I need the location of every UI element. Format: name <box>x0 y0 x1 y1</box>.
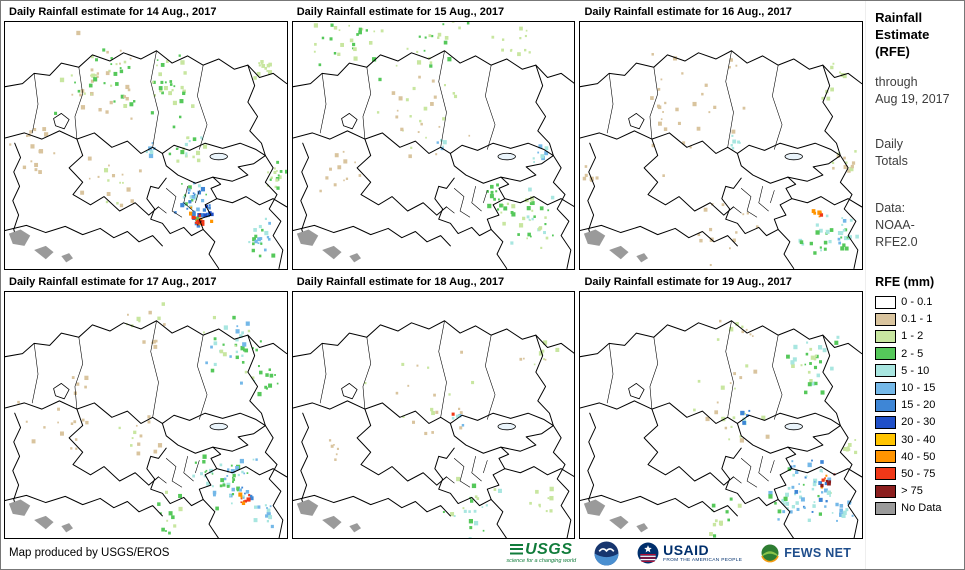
legend-item: 1 - 2 <box>875 329 960 343</box>
legend-label: > 75 <box>901 485 923 498</box>
fewsnet-logo: FEWS NET <box>760 543 851 563</box>
legend-label: 10 - 15 <box>901 382 936 395</box>
legend-item: 2 - 5 <box>875 347 960 361</box>
panel-title: Daily Rainfall estimate for 14 Aug., 201… <box>9 6 217 18</box>
panel-title: Daily Rainfall estimate for 17 Aug., 201… <box>9 275 217 288</box>
legend-swatch <box>875 501 897 515</box>
sidebar-heading: Rainfall Estimate (RFE) <box>875 10 930 60</box>
legend-swatch <box>875 312 897 326</box>
sidebar-period: Daily Totals <box>875 137 908 169</box>
usaid-tagline: FROM THE AMERICAN PEOPLE <box>663 558 743 563</box>
panel-title: Daily Rainfall estimate for 16 Aug., 201… <box>584 6 792 18</box>
legend-swatch <box>875 398 897 412</box>
rainfall-map-19-aug <box>580 319 863 538</box>
legend-swatch <box>875 329 897 343</box>
legend-item: 50 - 75 <box>875 467 960 481</box>
legend-label: 1 - 2 <box>901 330 924 343</box>
map-frame <box>579 21 864 270</box>
rainfall-map-18-aug <box>292 319 575 538</box>
legend-label: 5 - 10 <box>901 364 930 377</box>
panel-title: Daily Rainfall estimate for 19 Aug., 201… <box>584 275 792 288</box>
legend-item: 10 - 15 <box>875 381 960 395</box>
sidebar-through-date: through Aug 19, 2017 <box>875 75 950 107</box>
usaid-emblem-icon <box>637 542 659 564</box>
legend-swatch <box>875 433 897 447</box>
legend-label: 50 - 75 <box>901 467 936 480</box>
legend-label: 2 - 5 <box>901 347 924 360</box>
legend-item: 40 - 50 <box>875 450 960 464</box>
panel-17-aug: Daily Rainfall estimate for 17 Aug., 201… <box>4 274 288 539</box>
usgs-wordmark: USGS <box>525 540 573 558</box>
panel-title: Daily Rainfall estimate for 15 Aug., 201… <box>296 6 505 18</box>
rainfall-pixels <box>313 22 555 249</box>
panel-14-aug: Daily Rainfall estimate for 14 Aug., 201… <box>4 4 288 270</box>
legend-swatch <box>875 364 897 378</box>
noaa-logo <box>594 541 619 566</box>
legend-label: 30 - 40 <box>901 433 936 446</box>
map-credit: Map produced by USGS/EROS <box>9 547 170 559</box>
logo-strip: USGS science for a changing world <box>506 541 851 566</box>
legend-title: RFE (mm) <box>875 274 935 289</box>
rainfall-map-16-aug <box>580 50 863 269</box>
rainfall-map-15-aug <box>292 22 575 269</box>
sidebar: Rainfall Estimate (RFE) through Aug 19, … <box>865 1 964 569</box>
legend-label: 0 - 0.1 <box>901 296 933 309</box>
fewsnet-globe-icon <box>761 544 779 563</box>
noaa-emblem-icon <box>594 541 619 565</box>
legend-item: 5 - 10 <box>875 364 960 378</box>
legend-label: 0.1 - 1 <box>901 313 933 326</box>
legend-label: No Data <box>901 502 942 515</box>
legend-swatch <box>875 347 897 361</box>
panel-15-aug: Daily Rainfall estimate for 15 Aug., 201… <box>291 4 576 270</box>
legend-swatch <box>875 450 897 464</box>
legend-item: 0.1 - 1 <box>875 312 960 326</box>
panel-19-aug: Daily Rainfall estimate for 19 Aug., 201… <box>579 274 864 539</box>
legend-label: 20 - 30 <box>901 416 936 429</box>
legend-label: 40 - 50 <box>901 450 936 463</box>
rainfall-pixels <box>693 319 858 538</box>
legend-swatch <box>875 484 897 498</box>
legend-swatch <box>875 415 897 429</box>
legend-label: 15 - 20 <box>901 399 936 412</box>
legend-swatch <box>875 381 897 395</box>
legend-item: > 75 <box>875 484 960 498</box>
legend-swatch <box>875 295 897 309</box>
map-frame <box>4 290 288 539</box>
legend-item: No Data <box>875 501 960 515</box>
panel-16-aug: Daily Rainfall estimate for 16 Aug., 201… <box>579 4 864 270</box>
usgs-tagline: science for a changing world <box>506 557 577 564</box>
usaid-logo: USAID FROM THE AMERICAN PEOPLE <box>637 542 742 564</box>
legend-item: 20 - 30 <box>875 415 960 429</box>
rainfall-map-17-aug <box>5 301 287 538</box>
rainfall-map-14-aug <box>5 30 287 269</box>
legend: 0 - 0.1 0.1 - 1 1 - 2 2 - 5 5 - 10 10 - … <box>875 295 960 515</box>
panel-grid: Daily Rainfall estimate for 14 Aug., 201… <box>1 1 865 539</box>
usgs-bars-icon <box>510 544 524 556</box>
map-frame <box>579 290 864 539</box>
usaid-wordmark: USAID <box>663 542 710 558</box>
rainfall-pixels <box>583 53 860 267</box>
legend-swatch <box>875 467 897 481</box>
map-frame <box>291 21 576 270</box>
panel-title: Daily Rainfall estimate for 18 Aug., 201… <box>296 275 505 288</box>
rainfall-pixels <box>9 30 287 258</box>
map-grid-area: Daily Rainfall estimate for 14 Aug., 201… <box>1 1 865 569</box>
panel-18-aug: Daily Rainfall estimate for 18 Aug., 201… <box>291 274 576 539</box>
rainfall-pixels <box>17 301 279 534</box>
map-frame <box>291 290 576 539</box>
sidebar-data-source: Data: NOAA- RFE2.0 <box>875 200 918 249</box>
legend-item: 30 - 40 <box>875 433 960 447</box>
legend-item: 15 - 20 <box>875 398 960 412</box>
legend-item: 0 - 0.1 <box>875 295 960 309</box>
usgs-logo: USGS science for a changing world <box>506 540 577 565</box>
footer: Map produced by USGS/EROS USGS science f… <box>1 539 865 569</box>
fewsnet-wordmark: FEWS NET <box>784 546 852 560</box>
map-frame <box>4 21 288 270</box>
